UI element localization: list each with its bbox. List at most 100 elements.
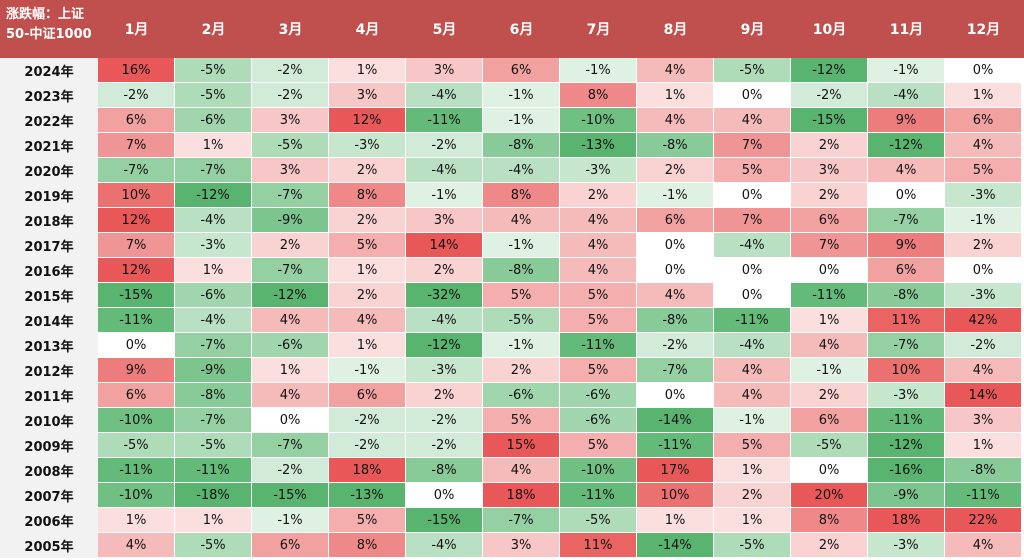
heatmap-cell: 1%: [329, 258, 406, 283]
heatmap-cell: -2%: [791, 83, 868, 108]
heatmap-cell: -11%: [175, 458, 252, 483]
row-header: 2007年: [0, 483, 98, 508]
heatmap-cell: 9%: [868, 108, 945, 133]
heatmap-cell: 4%: [329, 308, 406, 333]
heatmap-cell: -4%: [406, 308, 483, 333]
heatmap-cell: -3%: [560, 158, 637, 183]
heatmap-cell: -2%: [637, 333, 714, 358]
heatmap-cell: 18%: [483, 483, 560, 508]
heatmap-cell: -10%: [98, 483, 175, 508]
heatmap-cell: 2%: [483, 358, 560, 383]
heatmap-cell: 4%: [637, 283, 714, 308]
row-header: 2021年: [0, 133, 98, 158]
heatmap-cell: 3%: [252, 108, 329, 133]
heatmap-cell: 5%: [483, 408, 560, 433]
heatmap-cell: -7%: [98, 158, 175, 183]
heatmap-cell: 6%: [791, 208, 868, 233]
heatmap-cell: -14%: [637, 533, 714, 558]
row-header: 2022年: [0, 108, 98, 133]
heatmap-cell: -8%: [637, 308, 714, 333]
heatmap-cell: -11%: [637, 433, 714, 458]
heatmap-cell: 4%: [483, 458, 560, 483]
heatmap-cell: 3%: [945, 408, 1022, 433]
heatmap-cell: -13%: [560, 133, 637, 158]
heatmap-cell: 10%: [637, 483, 714, 508]
heatmap-cell: -5%: [175, 58, 252, 83]
heatmap-cell: 8%: [791, 508, 868, 533]
heatmap-cell: 1%: [945, 83, 1022, 108]
heatmap-cell: -2%: [406, 133, 483, 158]
heatmap-cell: -7%: [175, 333, 252, 358]
row-header: 2018年: [0, 208, 98, 233]
heatmap-cell: -7%: [252, 183, 329, 208]
heatmap-cell: -11%: [560, 333, 637, 358]
heatmap-cell: -1%: [791, 358, 868, 383]
heatmap-cell: -2%: [252, 458, 329, 483]
heatmap-cell: 12%: [98, 258, 175, 283]
heatmap-cell: -1%: [329, 358, 406, 383]
heatmap-cell: 1%: [175, 508, 252, 533]
row-header: 2008年: [0, 458, 98, 483]
heatmap-cell: -16%: [868, 458, 945, 483]
row-header: 2009年: [0, 433, 98, 458]
heatmap-cell: -1%: [714, 408, 791, 433]
heatmap-cell: -7%: [483, 508, 560, 533]
column-header: 9月: [740, 22, 765, 38]
column-header: 6月: [509, 22, 534, 38]
heatmap-cell: -2%: [329, 433, 406, 458]
heatmap-cell: 6%: [868, 258, 945, 283]
column-header: 12月: [966, 22, 1001, 38]
heatmap-cell: 2%: [714, 483, 791, 508]
heatmap-cell: -5%: [175, 433, 252, 458]
heatmap-cell: 2%: [329, 208, 406, 233]
heatmap-cell: 0%: [98, 333, 175, 358]
heatmap-cell: 6%: [945, 108, 1022, 133]
heatmap-cell: -5%: [483, 308, 560, 333]
heatmap-cell: 6%: [637, 208, 714, 233]
heatmap-cell: 8%: [329, 183, 406, 208]
heatmap-cell: -13%: [329, 483, 406, 508]
heatmap-cell: 0%: [714, 258, 791, 283]
heatmap-cell: 9%: [98, 358, 175, 383]
heatmap-cell: 0%: [945, 58, 1022, 83]
heatmap-cell: 5%: [714, 433, 791, 458]
column-header: 11月: [889, 22, 924, 38]
heatmap-cell: 4%: [945, 533, 1022, 558]
heatmap-cell: 10%: [98, 183, 175, 208]
heatmap-cell: 8%: [560, 83, 637, 108]
heatmap-cell: -2%: [252, 83, 329, 108]
heatmap-cell: 4%: [714, 358, 791, 383]
heatmap-cell: -4%: [714, 333, 791, 358]
heatmap-cell: -3%: [945, 183, 1022, 208]
heatmap-cell: 9%: [868, 233, 945, 258]
column-header: 10月: [812, 22, 847, 38]
heatmap-cell: 4%: [483, 208, 560, 233]
heatmap-cell: -6%: [175, 108, 252, 133]
heatmap-cell: -4%: [175, 308, 252, 333]
heatmap-cell: -6%: [560, 383, 637, 408]
heatmap-cell: -1%: [483, 333, 560, 358]
heatmap-cell: -1%: [945, 208, 1022, 233]
column-header: 8月: [663, 22, 688, 38]
heatmap-cell: 2%: [560, 183, 637, 208]
heatmap-cell: -32%: [406, 283, 483, 308]
row-header: 2024年: [0, 58, 98, 83]
heatmap-cell: -15%: [406, 508, 483, 533]
heatmap-cell: 0%: [791, 458, 868, 483]
heatmap-cell: 4%: [714, 383, 791, 408]
heatmap-cell: -5%: [791, 433, 868, 458]
heatmap-cell: -3%: [175, 233, 252, 258]
heatmap-cell: 4%: [637, 108, 714, 133]
heatmap-cell: -11%: [98, 458, 175, 483]
heatmap-cell: -12%: [175, 183, 252, 208]
row-header: 2005年: [0, 533, 98, 558]
heatmap-cell: 1%: [252, 358, 329, 383]
row-header: 2011年: [0, 383, 98, 408]
heatmap-cell: 18%: [329, 458, 406, 483]
column-header: 3月: [278, 22, 303, 38]
heatmap-cell: -12%: [868, 433, 945, 458]
heatmap-cell: -1%: [252, 508, 329, 533]
row-header: 2017年: [0, 233, 98, 258]
heatmap-cell: 0%: [406, 483, 483, 508]
heatmap-cell: -11%: [868, 408, 945, 433]
